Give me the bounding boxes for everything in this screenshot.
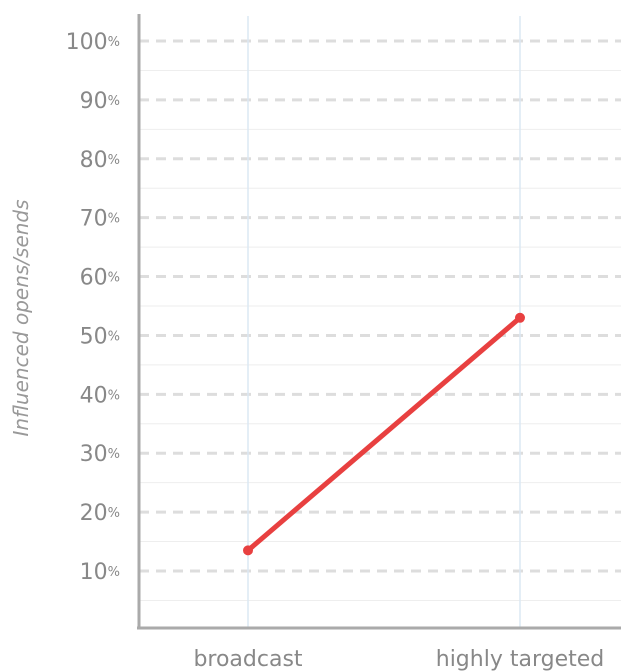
grid-lines bbox=[139, 39, 621, 601]
series-line-0 bbox=[245, 315, 523, 553]
x-tick-label-0: broadcast bbox=[193, 647, 302, 672]
y-tick-label-10: 10% bbox=[80, 560, 120, 585]
data-point-0 bbox=[243, 545, 253, 556]
y-axis-title: Influenced opens/sends bbox=[9, 199, 33, 436]
x-tick-labels: broadcast highly targeted bbox=[193, 647, 604, 672]
y-tick-label-60: 60% bbox=[80, 266, 120, 291]
y-tick-label-20: 20% bbox=[80, 501, 120, 526]
y-tick-label-70: 70% bbox=[80, 207, 120, 232]
y-tick-label-40: 40% bbox=[80, 383, 120, 408]
y-tick-labels: 10% 20% 30% 40% 50% 60% 70% 80% 90% 100% bbox=[66, 30, 120, 585]
axes bbox=[137, 14, 621, 630]
x-tick-label-1: highly targeted bbox=[436, 647, 604, 672]
y-tick-label-90: 90% bbox=[80, 89, 120, 114]
y-tick-label-80: 80% bbox=[80, 148, 120, 173]
data-point-1 bbox=[515, 312, 525, 323]
series-group bbox=[243, 312, 525, 556]
y-tick-label-50: 50% bbox=[80, 324, 120, 349]
y-tick-label-100: 100% bbox=[66, 30, 120, 55]
category-lines bbox=[247, 16, 521, 628]
y-tick-label-30: 30% bbox=[80, 442, 120, 467]
